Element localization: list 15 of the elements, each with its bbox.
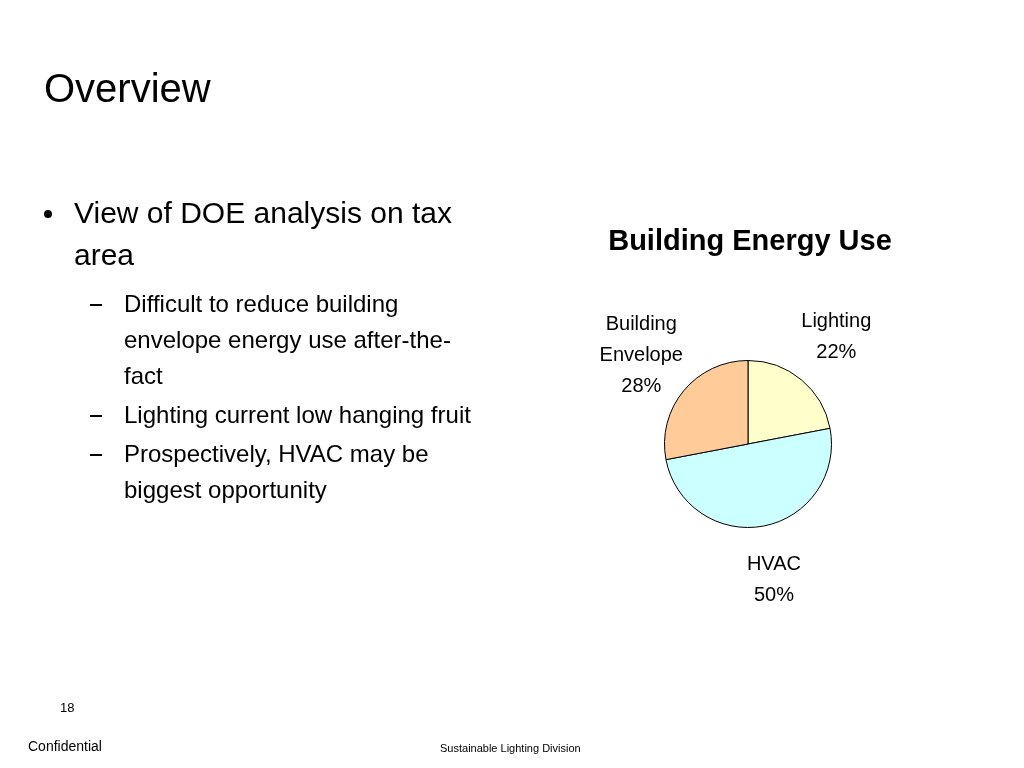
text: Difficult to reduce building envelope energy use after-the-fact [124, 289, 452, 391]
text: 18 [60, 700, 75, 715]
slice-label: HVAC [746, 552, 801, 575]
data-label: 50% [753, 583, 795, 606]
text: Confidential [28, 738, 102, 754]
slice-label: Lighting [801, 309, 872, 332]
text: Lighting current low hanging fruit [124, 400, 472, 430]
text: Prospectively, HVAC may be biggest opportunity [124, 439, 430, 505]
data-label: 28% [621, 374, 662, 397]
data-label: 22% [816, 340, 857, 363]
chart-title: Building Energy Use [607, 224, 893, 257]
text: View of DOE analysis on tax area [74, 195, 453, 273]
text: Overview [44, 66, 211, 111]
slice-label: Building Envelope [599, 312, 683, 366]
text: Sustainable Lighting Division [440, 742, 581, 754]
